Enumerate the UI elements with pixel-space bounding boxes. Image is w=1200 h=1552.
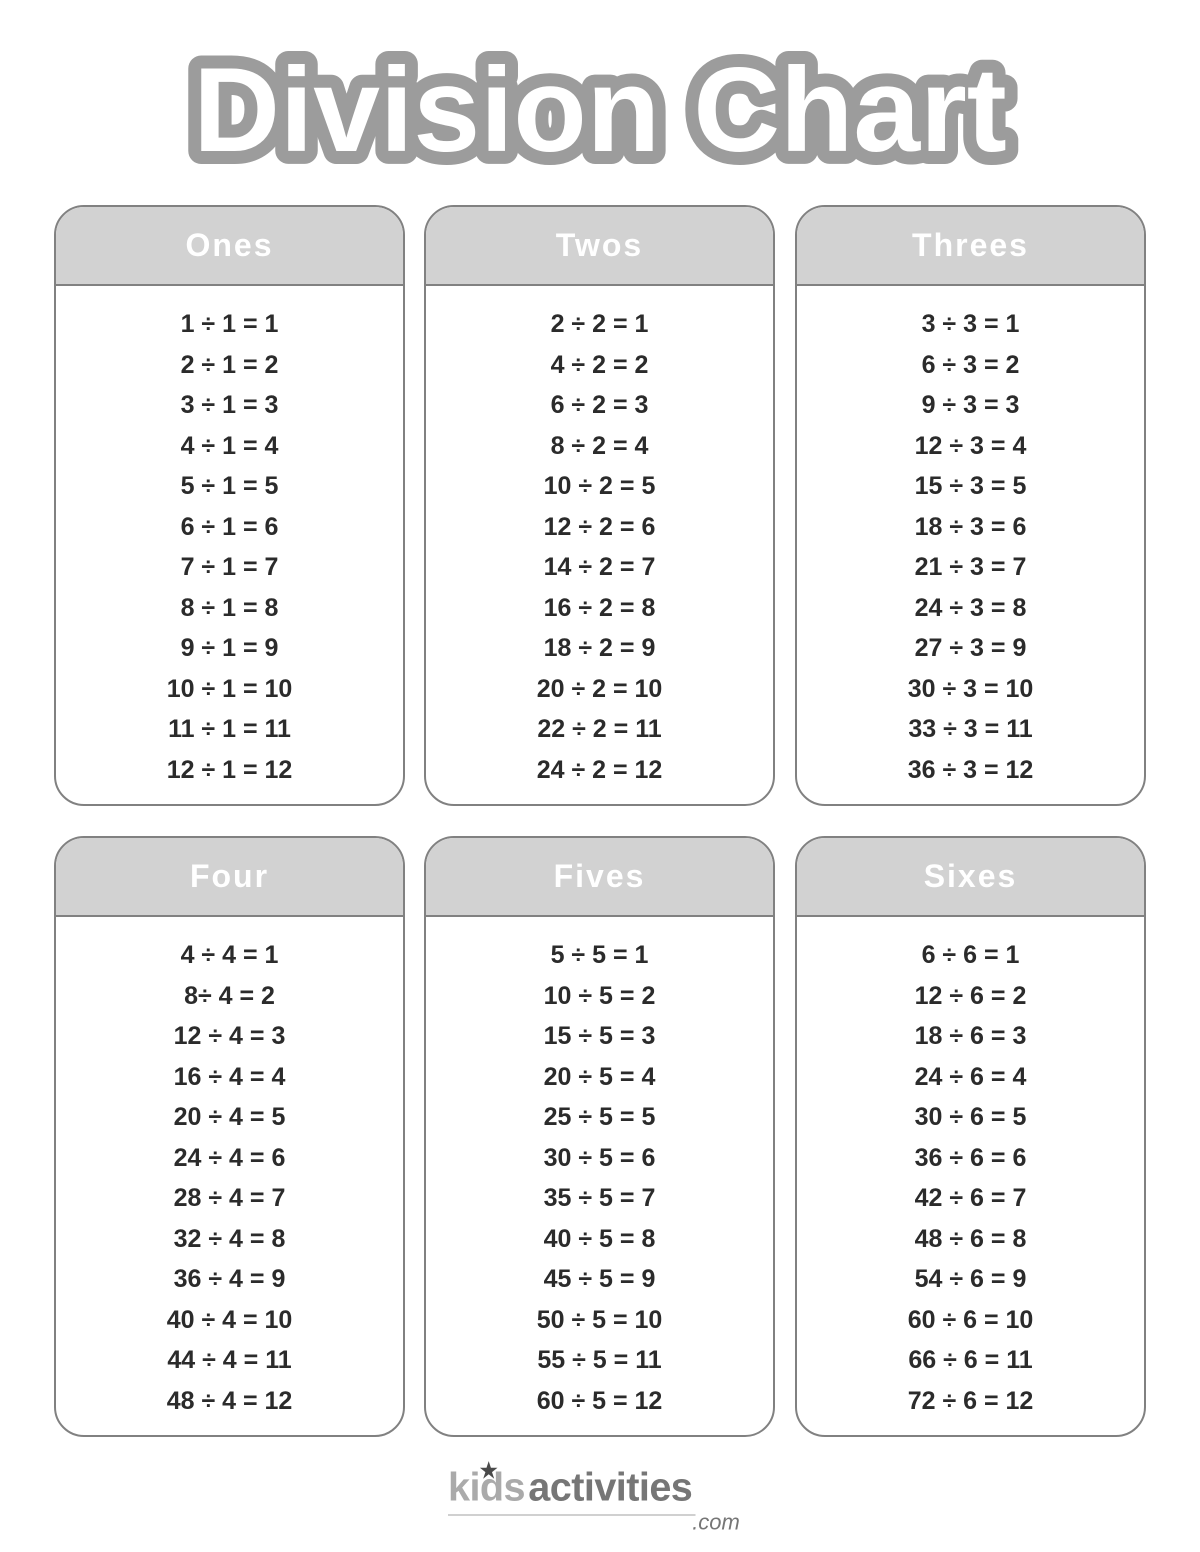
svg-text:.com: .com [692,1509,740,1533]
svg-text:activities: activities [528,1466,692,1510]
svg-text:Division Chart: Division Chart [193,43,1006,177]
